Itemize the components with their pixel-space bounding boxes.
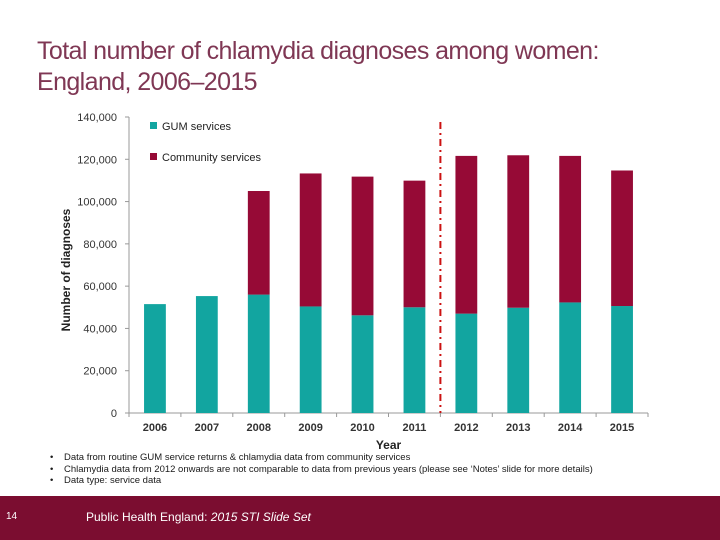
y-tick-label: 100,000 (77, 197, 117, 209)
legend-label: Community services (162, 152, 262, 164)
x-tick-label: 2013 (506, 422, 530, 434)
x-tick-label: 2012 (454, 422, 478, 434)
footer-bar: 14 Public Health England: 2015 STI Slide… (0, 496, 720, 540)
x-tick-label: 2009 (298, 422, 322, 434)
x-tick-label: 2015 (610, 422, 634, 434)
stacked-bar-chart: 0 20,000 40,000 60,000 80,000 100,000 120,000 1… (59, 112, 649, 452)
y-tick-label: 120,000 (77, 154, 117, 166)
x-tick-label: 2014 (558, 422, 583, 434)
bar-gum-services (611, 306, 633, 413)
y-tick-label: 0 (111, 408, 117, 420)
bar-gum-services (299, 306, 322, 413)
legend-label: GUM services (162, 121, 232, 133)
y-tick-label: 80,000 (83, 239, 117, 251)
x-axis-title: Year (376, 438, 402, 452)
x-tick-label: 2011 (403, 422, 427, 434)
x-tick-label: 2008 (247, 422, 271, 434)
footer-org: Public Health England: (86, 510, 208, 524)
note-item: Data from routine GUM service returns & … (50, 452, 700, 464)
bar-gum-services (195, 296, 218, 413)
slide-number: 14 (6, 511, 18, 522)
slide-title-line-1: Total number of chlamydia diagnoses amon… (37, 37, 599, 65)
legend-swatch-community (150, 153, 157, 160)
note-item: Chlamydia data from 2012 onwards are not… (50, 464, 700, 476)
bar-gum-services (144, 304, 166, 413)
y-tick-label: 20,000 (83, 366, 117, 378)
bar-community-services (611, 170, 633, 307)
chart-notes: Data from routine GUM service returns & … (50, 452, 700, 487)
note-item: Data type: service data (50, 475, 700, 487)
bar-community-services (403, 180, 426, 308)
y-tick-label: 60,000 (83, 281, 117, 293)
bar-community-services (559, 155, 582, 303)
y-tick-label: 40,000 (83, 323, 117, 335)
y-tick-label: 140,000 (77, 112, 117, 124)
bar-gum-services (403, 307, 426, 413)
slide-title-line-2: England, 2006–2015 (37, 68, 258, 96)
y-axis-title: Number of diagnoses (59, 208, 73, 331)
footer-text: Public Health England: 2015 STI Slide Se… (86, 510, 311, 524)
bar-community-services (299, 173, 322, 307)
bar-gum-services (507, 307, 530, 413)
bar-gum-services (559, 302, 582, 413)
x-tick-label: 2010 (350, 422, 374, 434)
bar-community-services (507, 155, 530, 308)
slide-title: Total number of chlamydia diagnoses amon… (37, 36, 697, 98)
x-tick-label: 2006 (143, 422, 167, 434)
bar-community-services (351, 176, 374, 316)
bar-community-services (247, 191, 270, 295)
bar-gum-services (247, 294, 270, 413)
bar-gum-services (455, 313, 478, 413)
bar-gum-services (351, 315, 374, 413)
bar-community-services (455, 155, 478, 314)
x-tick-label: 2007 (195, 422, 219, 434)
legend-swatch-gum (150, 122, 157, 129)
footer-slide-set: 2015 STI Slide Set (210, 510, 311, 524)
